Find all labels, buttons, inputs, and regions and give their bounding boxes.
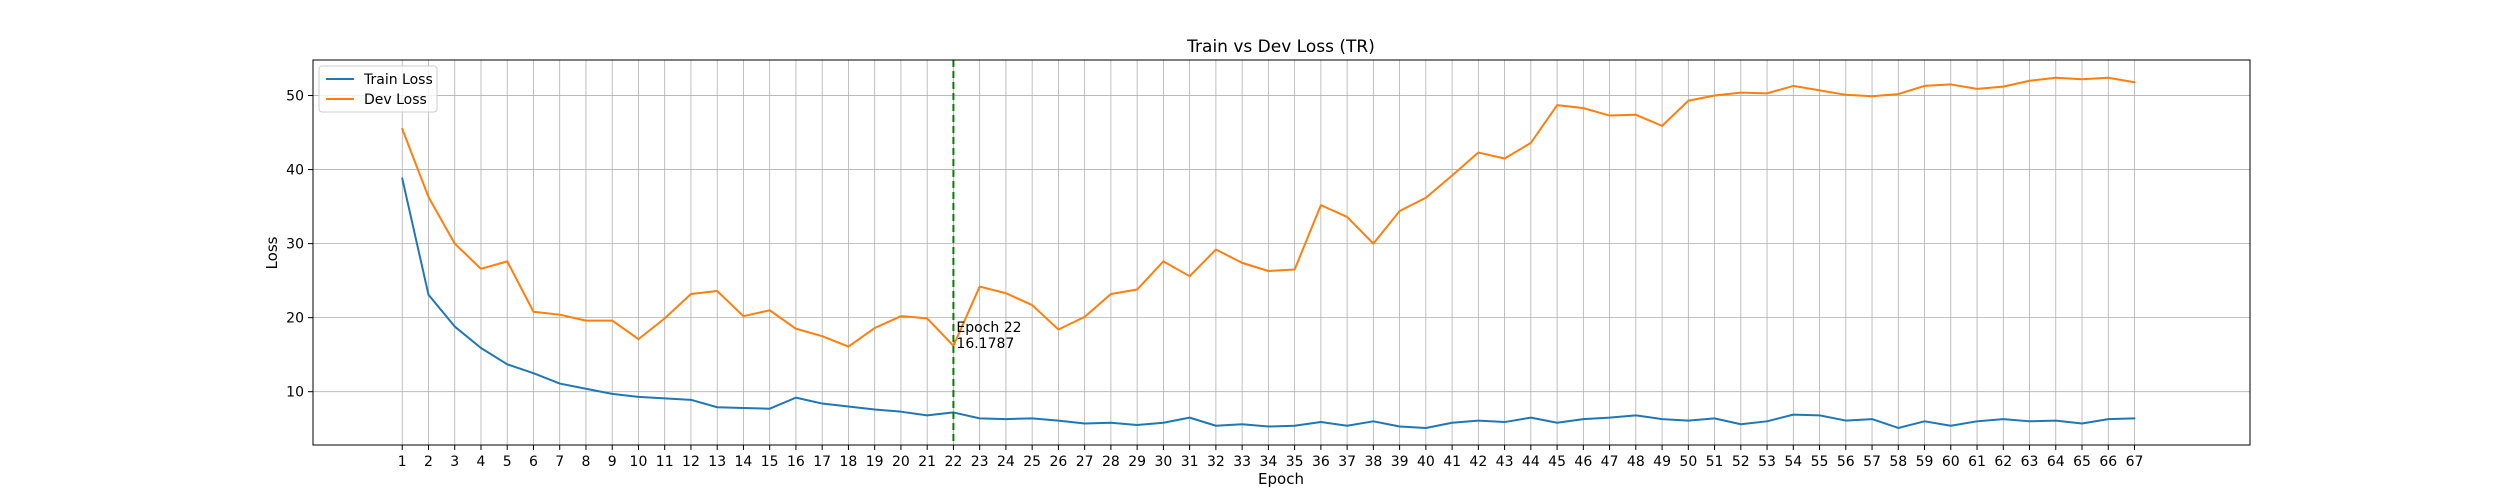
x-tick-label: 1 <box>398 454 407 470</box>
x-tick-label: 39 <box>1391 454 1409 470</box>
x-tick-label: 34 <box>1259 454 1277 470</box>
x-tick-label: 5 <box>503 454 512 470</box>
x-tick-label: 31 <box>1181 454 1199 470</box>
x-tick-label: 26 <box>1049 454 1067 470</box>
x-tick-label: 25 <box>1023 454 1041 470</box>
x-tick-label: 33 <box>1233 454 1251 470</box>
x-tick-label: 4 <box>477 454 486 470</box>
x-tick-label: 11 <box>656 454 674 470</box>
x-tick-label: 51 <box>1706 454 1724 470</box>
dev-loss-line <box>401 76 2136 348</box>
x-tick-label: 22 <box>945 454 963 470</box>
x-tick-label: 45 <box>1548 454 1566 470</box>
train-loss-line <box>401 177 2136 429</box>
x-axis: 1 2 3 4 5 6 7 8 9 10 11 12 13 14 15 16 17 18 19 20 21 22 23 24 2… <box>398 445 2144 470</box>
chart-title: Train vs Dev Loss (TR) <box>1186 37 1375 57</box>
x-tick-label: 13 <box>708 454 726 470</box>
legend-box <box>318 65 438 113</box>
x-tick-label: 52 <box>1732 454 1750 470</box>
x-tick-label: 44 <box>1522 454 1540 470</box>
x-tick-label: 38 <box>1364 454 1382 470</box>
x-tick-label: 66 <box>2099 454 2117 470</box>
x-tick-label: 18 <box>840 454 858 470</box>
x-tick-label: 63 <box>2021 454 2039 470</box>
x-tick-label: 35 <box>1286 454 1304 470</box>
best-epoch-annotation-epoch: Epoch 22 <box>956 320 1021 336</box>
x-tick-label: 60 <box>1942 454 1960 470</box>
plot-background <box>313 60 2250 445</box>
legend-label-dev: Dev Loss <box>364 92 427 108</box>
x-tick-label: 19 <box>866 454 884 470</box>
x-tick-label: 24 <box>997 454 1015 470</box>
x-tick-label: 6 <box>529 454 538 470</box>
x-tick-label: 40 <box>1417 454 1435 470</box>
x-tick-label: 8 <box>582 454 591 470</box>
x-tick-label: 21 <box>918 454 936 470</box>
x-tick-label: 67 <box>2126 454 2144 470</box>
x-tick-label: 56 <box>1837 454 1855 470</box>
x-tick-label: 32 <box>1207 454 1225 470</box>
y-axis: 10 20 30 40 50 <box>286 89 313 401</box>
series-layer <box>401 76 2136 429</box>
grid <box>313 60 2250 445</box>
x-tick-label: 16 <box>787 454 805 470</box>
x-tick-label: 54 <box>1784 454 1802 470</box>
plot-frame <box>312 59 2251 446</box>
x-tick-label: 53 <box>1758 454 1776 470</box>
x-tick-label: 64 <box>2047 454 2065 470</box>
x-tick-label: 36 <box>1312 454 1330 470</box>
best-epoch-annotation-value: 16.1787 <box>956 336 1014 352</box>
y-tick-label: 40 <box>286 163 304 179</box>
x-tick-label: 23 <box>971 454 989 470</box>
x-tick-label: 55 <box>1811 454 1829 470</box>
x-tick-label: 42 <box>1469 454 1487 470</box>
x-tick-label: 37 <box>1338 454 1356 470</box>
y-tick-label: 30 <box>286 237 304 253</box>
x-tick-label: 2 <box>424 454 433 470</box>
y-tick-label: 10 <box>286 385 304 401</box>
x-tick-label: 57 <box>1863 454 1881 470</box>
x-tick-label: 9 <box>608 454 617 470</box>
x-tick-label: 3 <box>450 454 459 470</box>
x-tick-label: 41 <box>1443 454 1461 470</box>
x-tick-label: 14 <box>735 454 753 470</box>
x-tick-label: 30 <box>1154 454 1172 470</box>
x-tick-label: 29 <box>1128 454 1146 470</box>
x-tick-label: 61 <box>1968 454 1986 470</box>
x-tick-label: 46 <box>1574 454 1592 470</box>
x-tick-label: 15 <box>761 454 779 470</box>
x-tick-label: 10 <box>630 454 648 470</box>
x-tick-label: 7 <box>555 454 564 470</box>
x-tick-label: 47 <box>1601 454 1619 470</box>
x-tick-label: 49 <box>1653 454 1671 470</box>
x-tick-label: 62 <box>1994 454 2012 470</box>
x-tick-label: 65 <box>2073 454 2091 470</box>
x-tick-label: 48 <box>1627 454 1645 470</box>
x-tick-label: 58 <box>1889 454 1907 470</box>
x-tick-label: 28 <box>1102 454 1120 470</box>
x-tick-label: 27 <box>1076 454 1094 470</box>
x-tick-label: 20 <box>892 454 910 470</box>
x-tick-label: 17 <box>813 454 831 470</box>
x-tick-label: 43 <box>1496 454 1514 470</box>
x-tick-label: 12 <box>682 454 700 470</box>
x-tick-label: 59 <box>1916 454 1934 470</box>
y-tick-label: 50 <box>286 89 304 105</box>
legend: Train Loss Dev Loss <box>318 65 438 113</box>
y-axis-label: Loss <box>263 236 281 269</box>
y-tick-label: 20 <box>286 311 304 327</box>
legend-label-train: Train Loss <box>363 72 433 88</box>
x-tick-label: 50 <box>1679 454 1697 470</box>
x-axis-label: Epoch <box>1258 470 1304 488</box>
